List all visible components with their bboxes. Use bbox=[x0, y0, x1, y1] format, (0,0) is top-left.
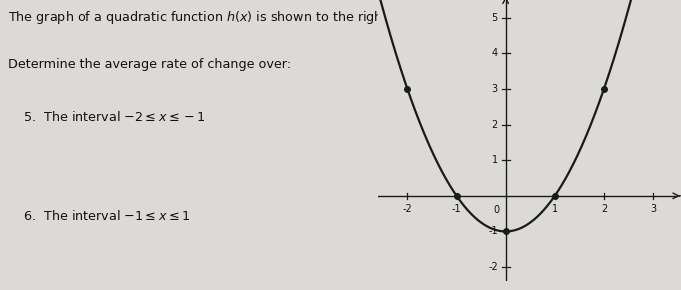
Text: 5.  The interval $-2 \leq x \leq -1$: 5. The interval $-2 \leq x \leq -1$ bbox=[23, 110, 206, 124]
Text: 4: 4 bbox=[492, 48, 498, 58]
Text: Determine the average rate of change over:: Determine the average rate of change ove… bbox=[7, 58, 291, 71]
Text: 1: 1 bbox=[552, 204, 558, 214]
Text: -2: -2 bbox=[402, 204, 412, 214]
Text: 3: 3 bbox=[650, 204, 656, 214]
Text: 2: 2 bbox=[601, 204, 607, 214]
Text: 0: 0 bbox=[494, 205, 500, 215]
Text: 2: 2 bbox=[492, 120, 498, 130]
Text: The graph of a quadratic function $h(x)$ is shown to the right.: The graph of a quadratic function $h(x)$… bbox=[7, 9, 392, 26]
Text: -1: -1 bbox=[452, 204, 461, 214]
Text: 3: 3 bbox=[492, 84, 498, 94]
Text: 5: 5 bbox=[492, 13, 498, 23]
Text: 6.  The interval $-1 \leq x \leq 1$: 6. The interval $-1 \leq x \leq 1$ bbox=[23, 209, 190, 223]
Text: -1: -1 bbox=[488, 226, 498, 236]
Text: -2: -2 bbox=[488, 262, 498, 272]
Text: 1: 1 bbox=[492, 155, 498, 165]
